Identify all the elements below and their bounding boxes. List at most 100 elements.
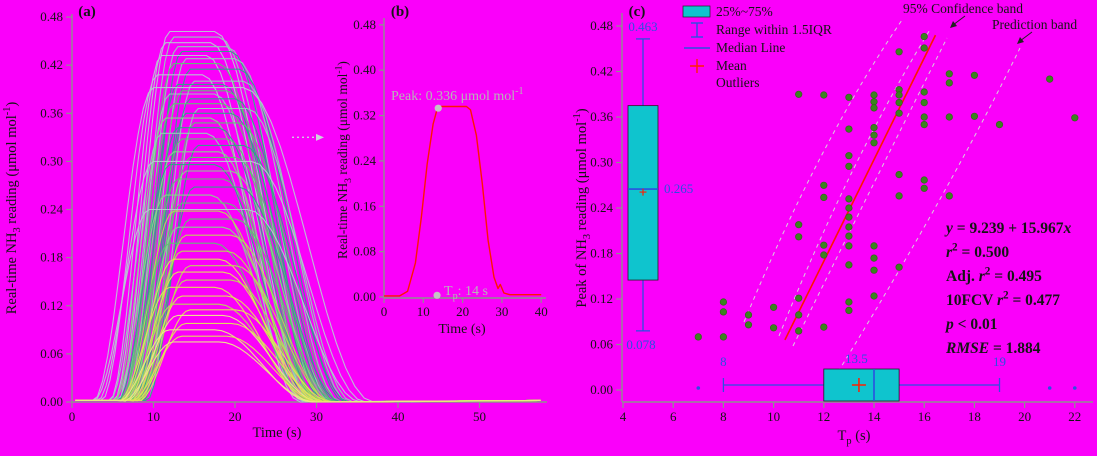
peak-marker: [434, 104, 442, 112]
x-tick-label: 0: [381, 304, 388, 319]
scatter-point: [920, 113, 928, 121]
scatter-point: [920, 184, 928, 192]
y-tick-label: 0.00: [590, 382, 613, 397]
stat-line: 10FCV r2 = 0.477: [946, 290, 1060, 310]
trace-line: [75, 265, 541, 403]
panel-b: 0 10 20 30 40 0.00 0.08 0.16 0.24 0.32 0.40 0.48 Tim…: [333, 4, 547, 337]
legend-label: Median Line: [716, 40, 785, 55]
y-tick-label: 0.36: [590, 109, 613, 124]
v-box-median-label: 0.265: [664, 181, 693, 196]
scatter-point: [870, 242, 878, 250]
scatter-point: [870, 104, 878, 112]
scatter-point: [870, 98, 878, 106]
panel-c-xlabel: Tp (s): [838, 428, 871, 447]
trace-line: [75, 341, 541, 403]
scatter-point: [920, 98, 928, 107]
scatter-point: [870, 91, 878, 99]
trace-line: [75, 329, 541, 403]
fit-line: [784, 34, 937, 341]
scatter-point: [895, 91, 903, 99]
trace-line: [75, 160, 541, 403]
legend-label: Mean: [716, 58, 747, 73]
confidence-band-arrow-icon: [950, 21, 957, 28]
trace-line: [75, 122, 541, 403]
scatter-point: [945, 79, 953, 87]
trace-line: [75, 87, 541, 403]
v-box-low-label: 0.078: [626, 337, 655, 352]
scatter-point: [870, 139, 878, 147]
trace-line: [75, 54, 541, 403]
h-mean-cross: [851, 378, 866, 392]
scatter-point: [945, 192, 953, 200]
trace-line: [75, 210, 541, 403]
panel-b-letter: (b): [391, 4, 409, 20]
x-tick-label: 14: [868, 409, 882, 424]
y-tick-label: 0.42: [590, 64, 613, 79]
scatter-point: [895, 171, 903, 179]
scatter-point: [769, 303, 778, 311]
stat-line: y = 9.239 + 15.967x: [944, 220, 1072, 237]
y-tick-label: 0.30: [40, 153, 63, 168]
y-tick-label: 0.18: [40, 250, 63, 265]
scatter-point: [694, 333, 702, 341]
peak-annotation: Peak: 0.336 μmol mol-1: [391, 86, 524, 104]
scatter-point: [795, 90, 803, 98]
scatter-point: [920, 44, 928, 52]
scatter-point: [845, 125, 853, 133]
scatter-point: [970, 71, 979, 79]
confidence-band-edge: [792, 37, 948, 347]
y-tick-label: 0.40: [353, 62, 376, 77]
y-tick-label: 0.24: [353, 153, 376, 168]
h-box-outlier: [696, 386, 701, 390]
legend-label: Range within 1.5IQR: [716, 22, 832, 37]
x-tick-label: 10: [417, 304, 430, 319]
y-tick-label: 0.06: [40, 346, 63, 361]
scatter-point: [719, 298, 728, 306]
scatter-point: [895, 98, 903, 107]
tp-annotation: Tp: 14 s: [444, 284, 488, 302]
trace-line: [75, 208, 541, 403]
y-tick-label: 0.00: [40, 394, 63, 409]
trace-line: [75, 226, 541, 403]
scatter-point: [1046, 75, 1054, 83]
x-tick-label: 20: [229, 409, 242, 424]
scatter-point: [995, 120, 1004, 129]
scatter-point: [820, 251, 828, 259]
trace-line: [75, 322, 541, 403]
confidence-band-label: 95% Confidence band: [903, 1, 1023, 16]
x-tick-label: 12: [817, 409, 830, 424]
scatter-point: [795, 327, 803, 335]
y-tick-label: 0.12: [40, 298, 63, 313]
scatter-point: [870, 292, 878, 300]
scatter-point: [845, 306, 853, 315]
scatter-point: [845, 152, 853, 160]
panel-a-ylabel: Real-time NH3 reading (μmol mol-1): [2, 102, 23, 315]
legend-box-icon: [682, 5, 711, 18]
panel-b-ylabel: Real-time NH3 reading (μmol mol-1): [333, 61, 354, 259]
panel-a: 0 10 20 30 40 50 0.00 0.06 0.12 0.18 0.24 0.30 0.36 0…: [2, 4, 547, 441]
x-tick-label: 8: [720, 409, 727, 424]
scatter-point: [845, 223, 853, 231]
scatter-point: [719, 308, 728, 316]
y-tick-label: 0.48: [353, 17, 376, 32]
trace-line: [75, 90, 541, 403]
scatter-point: [970, 112, 979, 120]
scatter-point: [820, 91, 828, 99]
scatter-point: [719, 333, 728, 341]
scatter-point: [820, 241, 828, 249]
scatter-point: [845, 298, 853, 306]
scatter-point: [820, 323, 828, 331]
scatter-point: [795, 221, 803, 229]
scatter-point: [845, 162, 853, 170]
h-box-outlier: [1073, 386, 1077, 390]
scatter-point: [744, 311, 753, 319]
trace-line: [75, 303, 541, 403]
scatter-point: [820, 193, 828, 201]
x-tick-label: 20: [1018, 409, 1031, 424]
stat-line: RMSE = 1.884: [945, 340, 1041, 357]
scatter-point: [795, 233, 803, 241]
prediction-band-edge: [837, 47, 1021, 373]
panel-c-letter: (c): [629, 4, 646, 20]
x-tick-label: 22: [1068, 409, 1081, 424]
